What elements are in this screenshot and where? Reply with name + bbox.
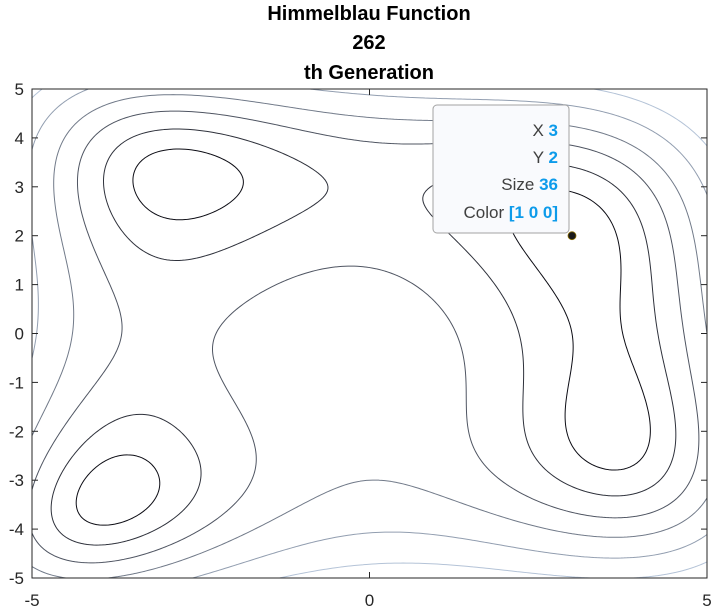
y-tick-label: 0 (15, 325, 24, 344)
y-tick-label: -4 (9, 520, 24, 539)
y-tick-label: -1 (9, 373, 24, 392)
x-tick-label: 5 (702, 591, 711, 610)
y-tick-label: 2 (15, 227, 24, 246)
contour-level-200 (32, 94, 707, 578)
data-tip-row: Size 36 (501, 175, 558, 194)
y-tick-label: -2 (9, 422, 24, 441)
y-tick-label: 1 (15, 276, 24, 295)
data-tip-row: Color [1 0 0] (464, 203, 559, 222)
data-tip-row: Y 2 (533, 148, 558, 167)
y-tick-label: 5 (15, 80, 24, 99)
x-axis: -5 0 5 (24, 89, 712, 610)
data-tip-row: X 3 (532, 121, 558, 140)
x-tick-label: 0 (365, 591, 374, 610)
data-tip-value: [1 0 0] (509, 203, 558, 222)
contour-level-60 (50, 128, 677, 546)
data-tip-value: 36 (539, 175, 558, 194)
title-line-3: th Generation (304, 62, 434, 84)
data-tip-key: Size (501, 175, 539, 194)
chart-title: Himmelblau Function 262 th Generation (267, 3, 470, 84)
title-line-2: 262 (352, 32, 385, 54)
scatter-points (567, 231, 577, 241)
contour-level-480 (32, 89, 707, 578)
data-tip-value: 2 (549, 148, 558, 167)
data-tip-key: X (532, 121, 548, 140)
plot-area-border (31, 88, 708, 579)
contour-level-320 (32, 89, 707, 578)
y-tick-label: 3 (15, 178, 24, 197)
data-tip-value: 3 (549, 121, 558, 140)
contour-lines (32, 89, 707, 578)
x-tick-label: -5 (24, 591, 39, 610)
title-line-1: Himmelblau Function (267, 3, 470, 25)
y-tick-label: -3 (9, 471, 24, 490)
data-tip-box (432, 104, 570, 234)
data-point-0[interactable] (567, 231, 577, 241)
data-tip-key: Y (533, 148, 549, 167)
y-tick-label: 4 (15, 129, 24, 148)
y-axis: 5 4 3 2 1 0 -1 -2 -3 -4 -5 (9, 80, 707, 588)
contour-level-120 (32, 110, 700, 564)
y-tick-label: -5 (9, 569, 24, 588)
data-tip-key: Color (464, 203, 509, 222)
